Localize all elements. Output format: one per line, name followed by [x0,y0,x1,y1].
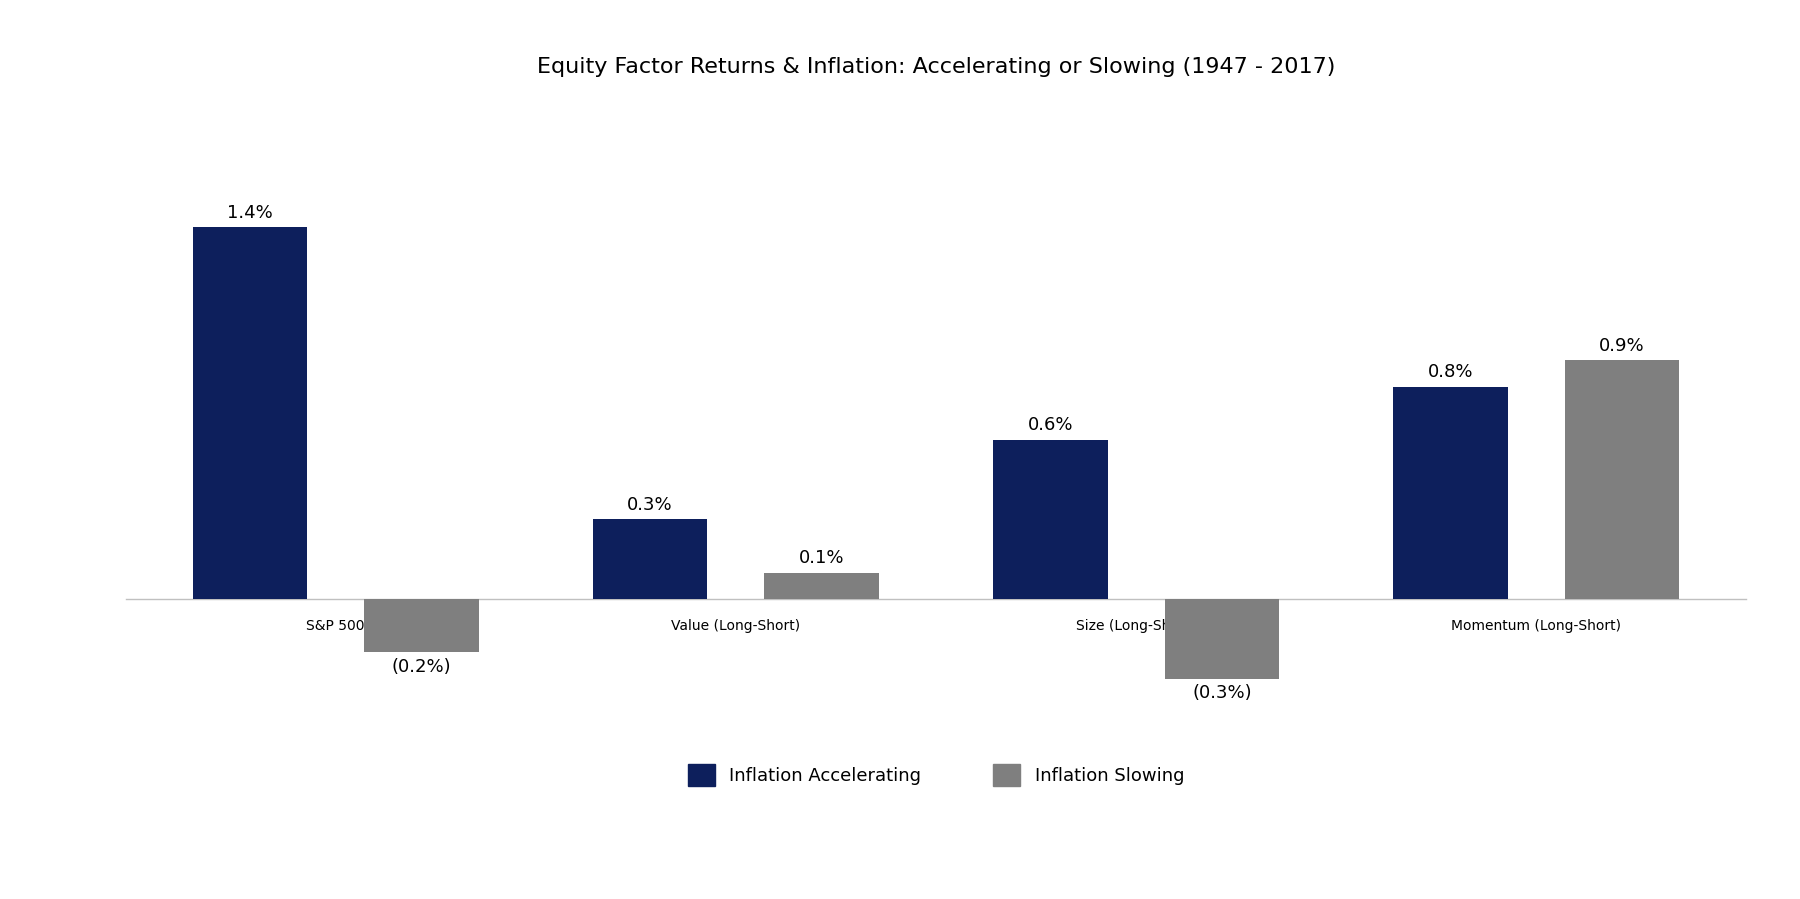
Text: 0.9%: 0.9% [1600,337,1645,355]
Bar [1393,387,1508,599]
Bar [592,520,707,599]
Text: (0.3%): (0.3%) [1192,684,1251,702]
Text: 0.3%: 0.3% [628,496,673,514]
Text: 0.1%: 0.1% [799,549,844,567]
Bar [193,227,308,599]
Text: 1.4%: 1.4% [227,204,274,222]
Text: 0.6%: 0.6% [1028,416,1073,434]
Bar [1165,599,1280,679]
Text: 0.8%: 0.8% [1427,363,1474,381]
Bar [994,440,1107,599]
Bar [364,599,479,652]
Title: Equity Factor Returns & Inflation: Accelerating or Slowing (1947 - 2017): Equity Factor Returns & Inflation: Accel… [536,58,1336,77]
Legend: Inflation Accelerating, Inflation Slowing: Inflation Accelerating, Inflation Slowin… [670,745,1202,804]
Text: (0.2%): (0.2%) [392,657,452,675]
Bar [765,573,878,599]
Bar [1564,360,1679,599]
